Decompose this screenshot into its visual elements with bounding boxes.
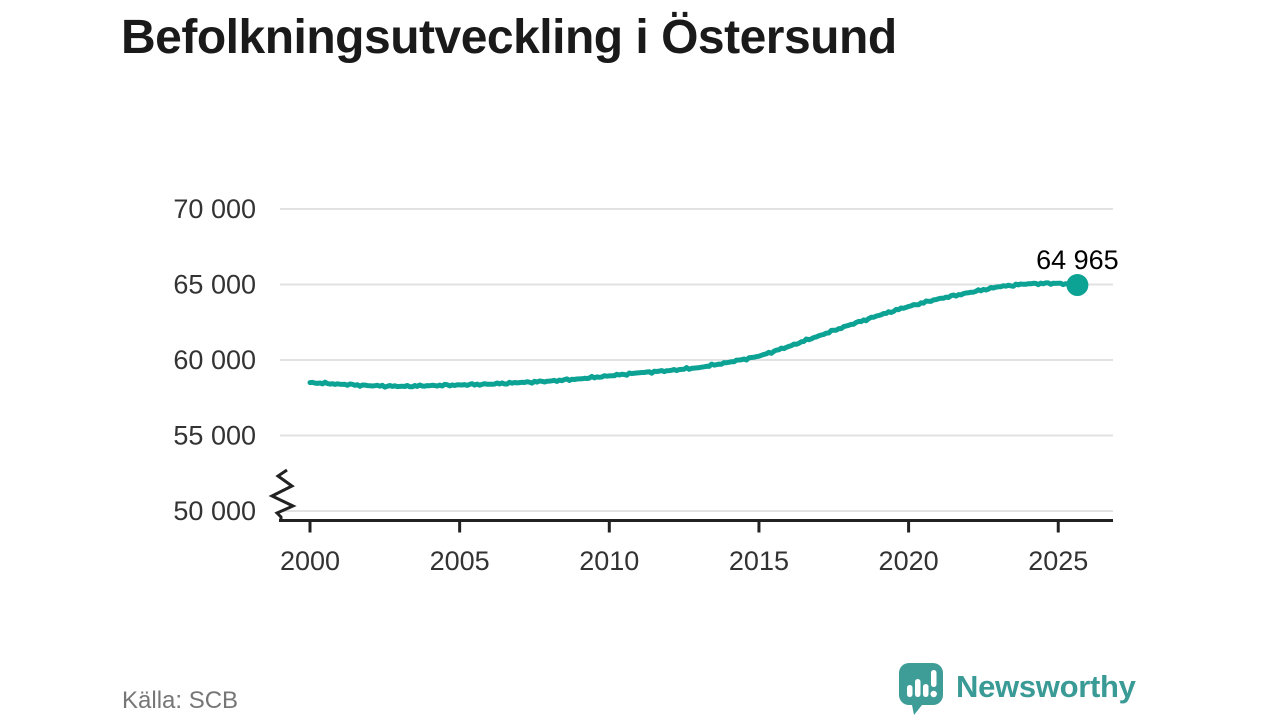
y-tick-label: 70 000	[173, 194, 256, 224]
logo-exclamation-bar	[931, 669, 937, 687]
logo-bar-3	[923, 683, 929, 697]
y-tick-label: 55 000	[173, 421, 256, 451]
chart-title: Befolkningsutveckling i Östersund	[121, 11, 897, 64]
x-tick-label: 2000	[280, 546, 340, 576]
x-tick-label: 2025	[1028, 546, 1088, 576]
y-tick-label: 65 000	[173, 270, 256, 300]
axis-break-icon	[268, 468, 297, 521]
logo-bar-2	[915, 678, 921, 697]
population-line	[307, 280, 1080, 390]
newsworthy-logo: Newsworthy	[899, 662, 1159, 717]
logo-bubble	[899, 662, 943, 715]
x-tick-label: 2015	[729, 546, 789, 576]
x-tick-label: 2010	[579, 546, 639, 576]
y-tick-label: 50 000	[173, 496, 256, 526]
end-point-label: 64 965	[1036, 245, 1119, 275]
logo-exclamation-dot	[930, 690, 937, 697]
logo-bar-1	[907, 684, 913, 697]
x-tick-label: 2020	[879, 546, 939, 576]
end-point-dot	[1066, 274, 1089, 297]
newsworthy-wordmark: Newsworthy	[956, 668, 1136, 704]
y-tick-label: 60 000	[173, 345, 256, 375]
newsworthy-logo-icon	[899, 662, 943, 715]
x-tick-label: 2005	[430, 546, 490, 576]
source-label: Källa: SCB	[122, 687, 239, 714]
